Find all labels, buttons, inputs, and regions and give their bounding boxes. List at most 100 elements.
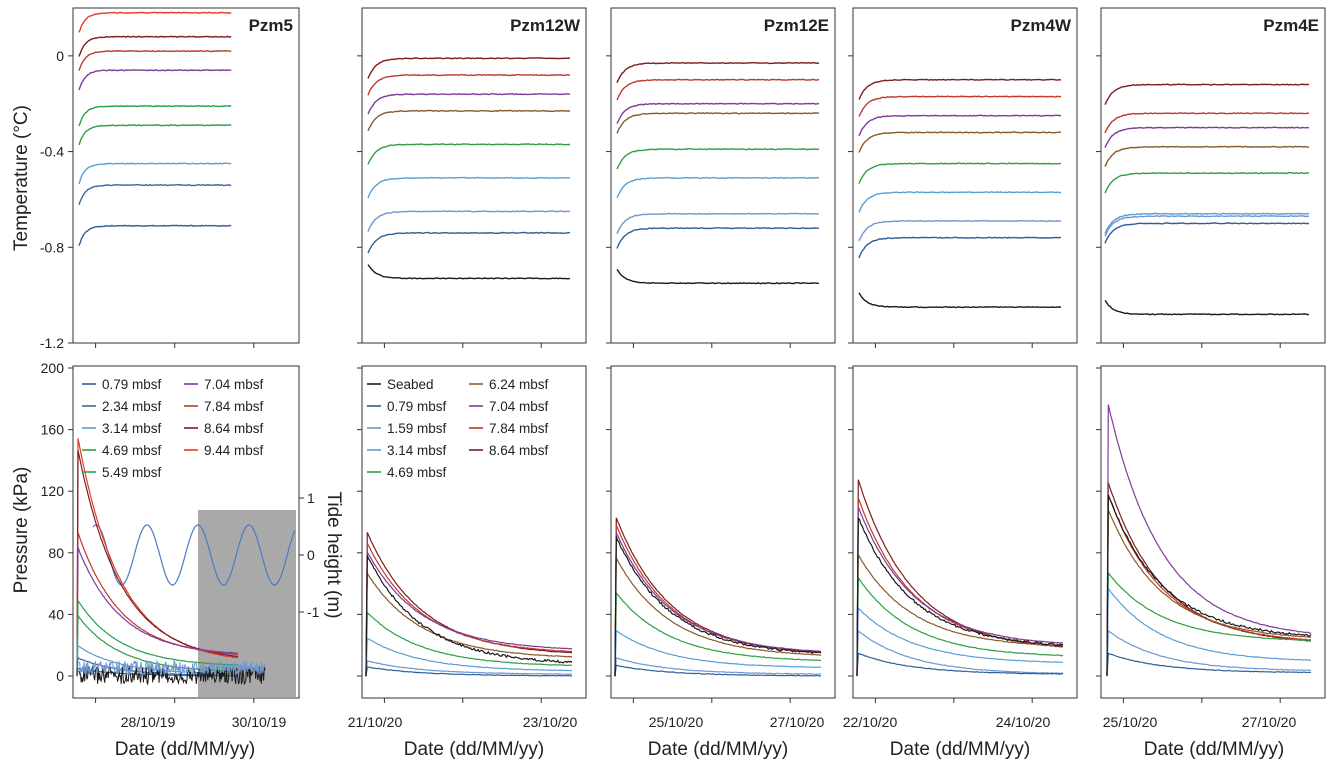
x-tick-label: 24/10/20 [996, 714, 1051, 730]
temperature-plot-frame [610, 7, 836, 344]
panel-pzm5: 1 0 -1 Pzm5 28/10/19 30/10/19 [68, 7, 320, 730]
temperature-line [858, 162, 1062, 184]
x-axis-title-pzm4e: Date (dd/MM/yy) [1144, 739, 1284, 760]
pressure-line [1106, 629, 1312, 676]
pressure-y-tick-label: 80 [48, 545, 64, 561]
temperature-line [78, 35, 232, 57]
pressure-line [614, 664, 822, 677]
temperature-line [616, 268, 820, 285]
pressure-line [1106, 587, 1312, 676]
x-tick-label: 23/10/20 [523, 714, 578, 730]
temperature-line [858, 219, 1062, 242]
legend-label: 7.04 mbsf [489, 399, 549, 414]
pressure-axis-title: Pressure (kPa) [11, 467, 32, 594]
x-tick-label: 27/10/20 [1242, 714, 1297, 730]
legend-label: 7.04 mbsf [204, 377, 264, 392]
temperature-line [858, 191, 1062, 213]
temperature-line [1104, 126, 1310, 148]
pressure-y-tick-label: 160 [41, 422, 65, 438]
pressure-plot-frame [1100, 365, 1326, 699]
temperature-line [367, 231, 571, 254]
panel-pzm4w: Pzm4W 22/10/20 24/10/20 [843, 7, 1078, 730]
tide-axis-title: Tide height (m) [323, 491, 344, 618]
temperature-plot-frame [852, 7, 1078, 344]
pressure-line [856, 506, 1063, 676]
pressure-line [1106, 494, 1312, 676]
temperature-line [1104, 212, 1310, 234]
pressure-line [1106, 509, 1312, 676]
pressure-line [856, 606, 1064, 676]
temperature-line [858, 131, 1062, 153]
pressure-line [1106, 482, 1312, 676]
pressure-line [365, 570, 573, 677]
temperature-line [78, 162, 232, 185]
pressure-line [365, 637, 573, 676]
pressure-line [76, 645, 239, 677]
temperature-line [616, 102, 820, 124]
panel-title: Pzm5 [249, 16, 293, 35]
temperature-axis-title: Temperature (°C) [11, 105, 32, 251]
pressure-plot-frame [72, 365, 300, 699]
legend-label: 4.69 mbsf [102, 443, 162, 458]
pressure-y-tick-label: 0 [56, 668, 64, 684]
x-tick-label: 30/10/19 [232, 714, 287, 730]
x-tick-label: 22/10/20 [843, 714, 898, 730]
legend-label: 0.79 mbsf [387, 399, 447, 414]
temperature-line [1104, 222, 1310, 244]
temperature-line [367, 264, 571, 280]
temperature-line [1104, 171, 1310, 194]
x-tick-label: 27/10/20 [770, 714, 825, 730]
temperature-plot-frame [72, 7, 300, 344]
tide-tick-label: 1 [307, 490, 315, 506]
pressure-line [76, 547, 238, 676]
panel-title: Pzm4E [1263, 16, 1319, 35]
pressure-y-tick-label: 40 [48, 606, 64, 622]
temperature-line [858, 95, 1062, 117]
pressure-line [856, 652, 1064, 677]
temperature-line [858, 292, 1061, 309]
temperature-line [78, 11, 232, 33]
legend-label: 9.44 mbsf [204, 443, 264, 458]
tide-tick-label: 0 [307, 547, 315, 563]
temperature-plot-frame [1100, 7, 1326, 344]
temperature-line [616, 78, 820, 101]
pressure-line [1106, 404, 1311, 677]
panel-title: Pzm12E [764, 16, 829, 35]
temperature-y-tick-label: -0.4 [40, 144, 64, 160]
panel-title: Pzm12W [510, 16, 581, 35]
temperature-line [858, 114, 1062, 137]
temperature-line [1104, 215, 1310, 237]
legend-label: 7.84 mbsf [204, 399, 264, 414]
temperature-line [616, 176, 820, 199]
temperature-line [858, 236, 1062, 259]
pressure-noise-line [78, 659, 266, 677]
legend-pzm12w: Seabed 6.24 mbsf 0.79 mbsf 7.04 mbsf 1.59 mb… [367, 377, 549, 480]
x-tick-label: 21/10/20 [348, 714, 403, 730]
legend-pzm5: 0.79 mbsf 7.04 mbsf 2.34 mbsf 7.84 mbsf 3.14… [82, 377, 264, 480]
temperature-line [367, 176, 571, 199]
pressure-line [856, 553, 1064, 677]
legend-label: 1.59 mbsf [387, 421, 447, 436]
pressure-line [1106, 652, 1312, 676]
legend-label: 0.79 mbsf [102, 377, 162, 392]
pressure-line [614, 532, 821, 677]
temperature-line [78, 124, 232, 146]
legend-label: 5.49 mbsf [102, 465, 162, 480]
panels: 1 0 -1 Pzm5 28/10/19 30/10/19 Pzm12W 21/10/20 23… [40, 7, 1326, 730]
legend-label: 8.64 mbsf [204, 421, 264, 436]
temperature-line [78, 69, 232, 91]
temperature-line [1104, 112, 1310, 134]
x-tick-label: 25/10/20 [649, 714, 704, 730]
temperature-line [78, 49, 232, 71]
tide-tick-label: -1 [307, 604, 320, 620]
pressure-line [365, 550, 573, 676]
temperature-line [858, 78, 1062, 100]
pressure-line [365, 532, 573, 676]
pressure-line [614, 657, 821, 677]
temperature-line [367, 210, 571, 233]
temperature-line [367, 109, 570, 132]
pressure-line [365, 666, 573, 677]
temperature-line [78, 183, 232, 206]
temperature-line [616, 112, 820, 134]
pressure-plot-frame [610, 365, 836, 699]
